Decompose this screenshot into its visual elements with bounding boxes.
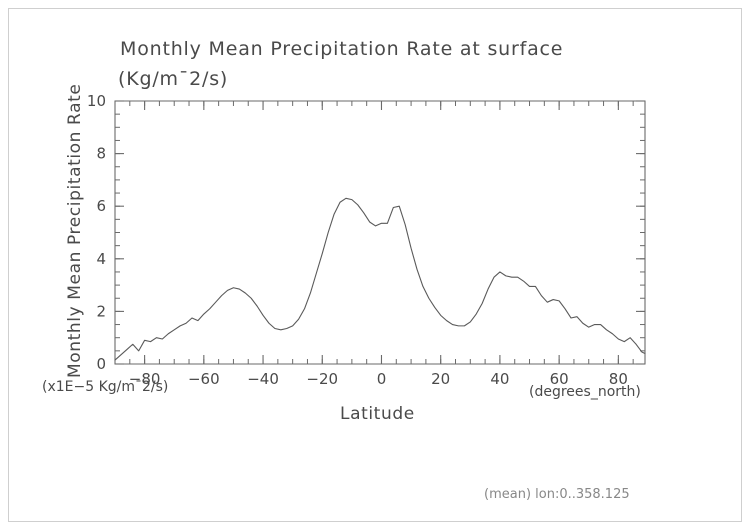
chart-title-line2: (Kg/m¯2/s) (118, 68, 228, 90)
page-border (8, 8, 742, 522)
x-tick-label: 20 (431, 370, 450, 388)
y-tick-labels: 0 2 4 6 8 10 (87, 92, 106, 373)
x-tick-label: −40 (247, 370, 279, 388)
x-tick-label: 60 (550, 370, 569, 388)
chart-title-line1: Monthly Mean Precipitation Rate at surfa… (120, 38, 563, 60)
y-tick-label: 2 (96, 302, 106, 320)
y-tick-label: 6 (96, 197, 106, 215)
x-tick-label: −20 (306, 370, 338, 388)
y-tick-label: 8 (96, 145, 106, 163)
y-tick-label: 4 (96, 250, 106, 268)
x-tick-labels: −80 −60 −40 −20 0 20 40 60 80 (129, 370, 628, 388)
y-tick-label: 0 (96, 355, 106, 373)
plot-frame (114, 100, 646, 365)
x-tick-label: 40 (490, 370, 509, 388)
data-series-line (114, 197, 646, 361)
y-axis-unit: (x1E−5 Kg/m¯2/s) (42, 379, 168, 395)
footer-note: (mean) lon:0..358.125 (484, 487, 630, 502)
x-axis-title: Latitude (340, 404, 415, 424)
x-tick-label: −80 (129, 370, 161, 388)
y-axis-title: Monthly Mean Precipitation Rate (65, 84, 85, 378)
y-tick-label: 10 (87, 92, 106, 110)
x-tick-label: 80 (609, 370, 628, 388)
axis-ticks (114, 100, 645, 365)
x-tick-label: 0 (377, 370, 387, 388)
x-axis-unit: (degrees_north) (529, 384, 641, 400)
x-tick-label: −60 (188, 370, 220, 388)
